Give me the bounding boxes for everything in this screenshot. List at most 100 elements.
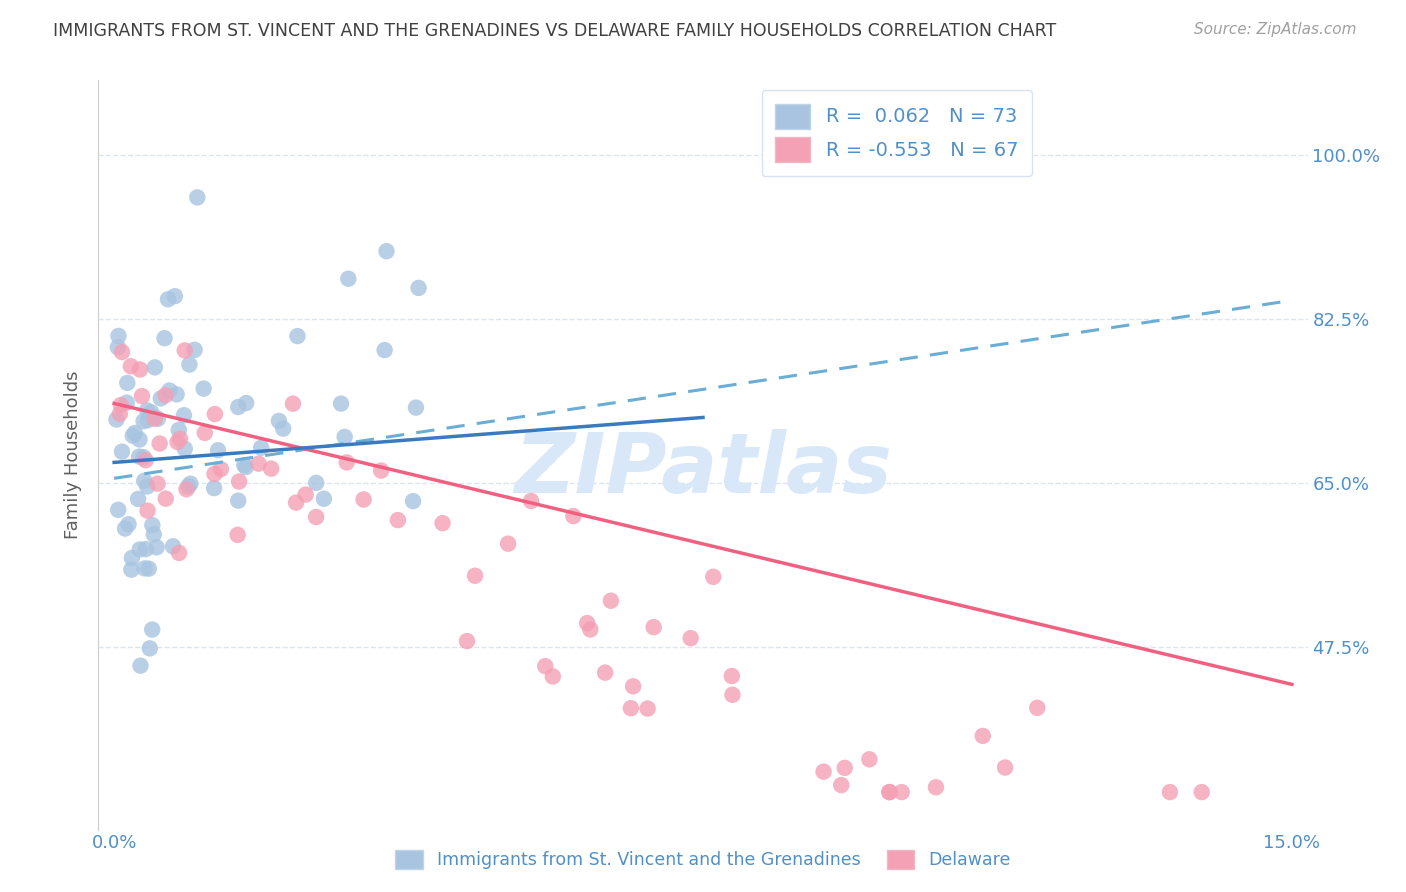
Point: [143, 411, 166, 425]
Point: [138, 561, 160, 575]
Point: [108, 407, 131, 421]
Point: [114, 522, 136, 536]
Point: [834, 761, 856, 775]
Point: [374, 343, 396, 357]
Point: [637, 701, 659, 715]
Point: [721, 669, 744, 683]
Point: [579, 623, 602, 637]
Point: [128, 433, 150, 447]
Point: [107, 340, 129, 354]
Point: [132, 450, 155, 465]
Point: [111, 444, 134, 458]
Point: [496, 536, 519, 550]
Point: [520, 494, 543, 508]
Point: [139, 641, 162, 656]
Point: [464, 568, 486, 582]
Point: [408, 281, 430, 295]
Point: [337, 271, 360, 285]
Point: [305, 510, 328, 524]
Point: [402, 494, 425, 508]
Point: [141, 623, 163, 637]
Text: ZIPatlas: ZIPatlas: [515, 429, 891, 510]
Point: [136, 403, 159, 417]
Point: [333, 430, 356, 444]
Point: [163, 289, 186, 303]
Point: [155, 388, 177, 402]
Point: [235, 460, 257, 475]
Legend: R =  0.062   N = 73, R = -0.553   N = 67: R = 0.062 N = 73, R = -0.553 N = 67: [762, 90, 1032, 176]
Point: [813, 764, 835, 779]
Point: [127, 491, 149, 506]
Point: [193, 382, 215, 396]
Point: [166, 387, 188, 401]
Point: [925, 780, 948, 795]
Point: [162, 539, 184, 553]
Point: [141, 518, 163, 533]
Point: [267, 414, 290, 428]
Point: [576, 616, 599, 631]
Point: [142, 527, 165, 541]
Point: [721, 688, 744, 702]
Point: [353, 492, 375, 507]
Point: [132, 414, 155, 428]
Point: [159, 384, 181, 398]
Point: [129, 362, 152, 376]
Point: [593, 665, 616, 680]
Point: [176, 483, 198, 497]
Point: [679, 631, 702, 645]
Point: [235, 396, 257, 410]
Point: [209, 462, 232, 476]
Point: [879, 785, 901, 799]
Point: [134, 474, 156, 488]
Legend: Immigrants from St. Vincent and the Grenadines, Delaware: Immigrants from St. Vincent and the Gren…: [388, 843, 1018, 876]
Point: [599, 593, 621, 607]
Point: [105, 412, 128, 426]
Point: [456, 634, 478, 648]
Text: Source: ZipAtlas.com: Source: ZipAtlas.com: [1194, 22, 1357, 37]
Point: [128, 542, 150, 557]
Point: [121, 428, 143, 442]
Point: [312, 491, 335, 506]
Point: [233, 458, 256, 472]
Point: [117, 517, 139, 532]
Point: [141, 405, 163, 419]
Point: [830, 778, 852, 792]
Point: [179, 358, 201, 372]
Point: [432, 516, 454, 530]
Point: [375, 244, 398, 259]
Point: [1159, 785, 1181, 799]
Point: [149, 436, 172, 450]
Point: [285, 495, 308, 509]
Point: [166, 435, 188, 450]
Text: IMMIGRANTS FROM ST. VINCENT AND THE GRENADINES VS DELAWARE FAMILY HOUSEHOLDS COR: IMMIGRANTS FROM ST. VINCENT AND THE GREN…: [53, 22, 1057, 40]
Point: [226, 528, 249, 542]
Point: [124, 425, 146, 440]
Point: [120, 359, 142, 374]
Point: [405, 401, 427, 415]
Point: [1191, 785, 1213, 799]
Point: [135, 453, 157, 467]
Point: [143, 410, 166, 425]
Point: [145, 541, 167, 555]
Point: [228, 475, 250, 489]
Point: [562, 509, 585, 524]
Point: [643, 620, 665, 634]
Point: [534, 659, 557, 673]
Point: [226, 493, 249, 508]
Point: [115, 395, 138, 409]
Point: [183, 343, 205, 357]
Point: [153, 331, 176, 345]
Point: [173, 343, 195, 358]
Point: [135, 542, 157, 557]
Point: [173, 409, 195, 423]
Y-axis label: Family Households: Family Households: [65, 371, 83, 539]
Point: [1026, 701, 1049, 715]
Point: [336, 455, 359, 469]
Point: [149, 392, 172, 406]
Point: [146, 411, 169, 425]
Point: [167, 546, 190, 560]
Point: [143, 360, 166, 375]
Point: [294, 487, 316, 501]
Point: [156, 293, 179, 307]
Point: [858, 752, 880, 766]
